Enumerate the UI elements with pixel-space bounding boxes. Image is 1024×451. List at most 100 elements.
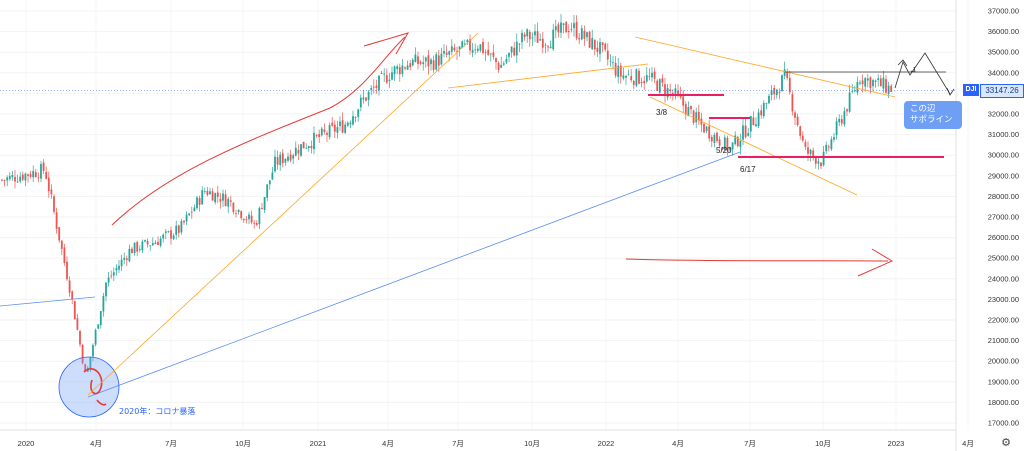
candle-body bbox=[375, 85, 378, 88]
candle-body bbox=[492, 52, 495, 57]
candle-body bbox=[604, 43, 607, 50]
candle-body bbox=[76, 318, 79, 330]
candle-body bbox=[874, 80, 877, 83]
candle-body bbox=[482, 41, 484, 54]
candle-body bbox=[713, 134, 716, 144]
candle-body bbox=[755, 124, 757, 127]
candle-body bbox=[60, 240, 63, 249]
y-tick-label: 20000.00 bbox=[988, 357, 1019, 366]
candle-body bbox=[27, 174, 29, 176]
candle-body bbox=[162, 234, 165, 239]
candle-body bbox=[599, 42, 601, 55]
candle-body bbox=[302, 141, 305, 149]
candle-body bbox=[736, 136, 739, 147]
candle-body bbox=[149, 245, 152, 247]
candle-body bbox=[588, 31, 591, 48]
candle-body bbox=[227, 198, 230, 207]
candle-body bbox=[513, 47, 516, 56]
candle-body bbox=[201, 190, 204, 205]
candle-body bbox=[123, 257, 126, 260]
candle-body bbox=[346, 122, 349, 126]
candle-body bbox=[42, 162, 45, 171]
candle-body bbox=[50, 189, 53, 195]
candle-body bbox=[606, 50, 609, 60]
candle-body bbox=[458, 46, 461, 50]
candle-body bbox=[339, 121, 341, 126]
candle-body bbox=[318, 134, 321, 137]
candle-body bbox=[336, 127, 339, 133]
candle-body bbox=[409, 63, 412, 68]
time-axis[interactable]: 2020 4月 7月 10月 2021 4月 7月 10月 2022 4月 7月 10月 2023 4月 bbox=[0, 429, 974, 448]
candle-body bbox=[435, 54, 438, 70]
candle-body bbox=[653, 71, 656, 79]
candle-body bbox=[315, 135, 318, 136]
candle-body bbox=[297, 149, 300, 154]
candle-body bbox=[521, 32, 523, 43]
candle-body bbox=[385, 75, 388, 83]
candle-body bbox=[505, 59, 508, 63]
candle-body bbox=[557, 24, 560, 33]
candle-body bbox=[760, 110, 763, 116]
candle-body bbox=[541, 38, 544, 48]
x-tick-label: 7月 bbox=[744, 439, 756, 448]
y-tick-label: 17000.00 bbox=[988, 419, 1019, 428]
candle-body bbox=[34, 172, 37, 178]
candle-body bbox=[703, 123, 705, 133]
candle-body bbox=[617, 65, 620, 78]
candle-body bbox=[625, 75, 627, 78]
channel-line bbox=[649, 96, 858, 196]
candle-body bbox=[651, 72, 653, 78]
candle-body bbox=[526, 29, 529, 37]
x-tick-label: 2023 bbox=[888, 439, 905, 448]
candle-body bbox=[305, 147, 308, 149]
candle-body bbox=[593, 39, 596, 50]
candle-body bbox=[362, 97, 365, 100]
candle-body bbox=[112, 272, 115, 276]
candle-body bbox=[640, 82, 643, 84]
candle-body bbox=[157, 241, 159, 246]
candle-body bbox=[749, 115, 752, 132]
candle-body bbox=[422, 62, 425, 65]
candle-body bbox=[448, 51, 451, 55]
candle-body bbox=[684, 104, 687, 115]
candle-body bbox=[794, 112, 796, 118]
candle-body bbox=[437, 55, 440, 66]
candle-body bbox=[770, 90, 773, 95]
candle-body bbox=[544, 44, 547, 46]
candle-body bbox=[739, 140, 742, 148]
price-axis[interactable]: 37000.0036000.0035000.0034000.0033000.00… bbox=[955, 0, 1019, 451]
candle-body bbox=[271, 172, 274, 180]
candle-body bbox=[835, 121, 838, 136]
candle-body bbox=[380, 73, 383, 74]
candle-body bbox=[391, 72, 393, 80]
candle-body bbox=[814, 156, 817, 164]
gear-icon[interactable]: ⚙ bbox=[1001, 437, 1011, 449]
projection-path bbox=[894, 52, 951, 95]
candle-body bbox=[479, 44, 482, 51]
candle-body bbox=[872, 80, 874, 87]
candle-body bbox=[211, 191, 214, 201]
candle-body bbox=[567, 30, 570, 33]
candle-body bbox=[861, 80, 864, 85]
candle-body bbox=[661, 78, 664, 83]
covid-scribble bbox=[83, 368, 107, 406]
candle-body bbox=[133, 242, 136, 254]
x-tick-label: 10月 bbox=[524, 439, 540, 448]
candle-body bbox=[773, 88, 776, 95]
candle-body bbox=[562, 23, 565, 26]
candle-body bbox=[19, 176, 22, 182]
candle-body bbox=[508, 53, 510, 57]
candle-body bbox=[495, 58, 497, 63]
candle-body bbox=[474, 49, 477, 51]
candle-body bbox=[274, 156, 276, 172]
candle-body bbox=[224, 194, 227, 207]
candle-body bbox=[840, 119, 843, 124]
candle-body bbox=[289, 154, 292, 161]
sideways-arrowhead bbox=[857, 248, 894, 277]
candle-body bbox=[825, 144, 828, 152]
candle-body bbox=[263, 196, 266, 210]
candle-body bbox=[81, 344, 84, 364]
candle-body bbox=[622, 75, 625, 79]
candle-body bbox=[547, 46, 549, 48]
